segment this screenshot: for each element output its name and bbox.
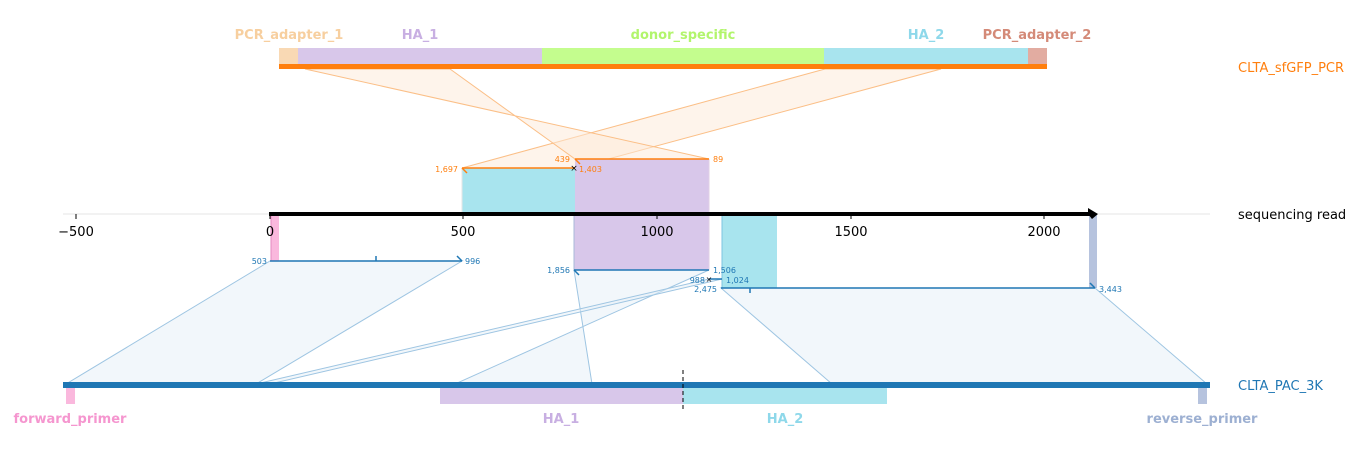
axis-tick-label: −500 xyxy=(58,225,94,240)
feature-ha-2-top xyxy=(824,48,1028,64)
read-box-forward-primer xyxy=(271,214,279,261)
label-ha-1-top: HA_1 xyxy=(402,28,439,43)
label-top-a-end: 1,403 xyxy=(579,165,602,174)
read-box-ha-2-lower xyxy=(722,214,777,288)
read-arrow-head xyxy=(1088,208,1098,219)
axis-ticks: −500 0 500 1000 1500 2000 xyxy=(58,214,1061,240)
bottom-track-line xyxy=(63,382,1210,388)
label-bot-c-end: 1,024 xyxy=(726,276,749,285)
label-ha-2-top: HA_2 xyxy=(908,28,945,43)
top-connections xyxy=(304,68,942,169)
bottom-alignment-a-arrow xyxy=(456,255,463,262)
bottom-connection-b xyxy=(454,269,710,385)
feature-ha-1-bottom xyxy=(440,388,683,404)
top-track: PCR_adapter_1 HA_1 donor_specific HA_2 P… xyxy=(235,28,1344,76)
label-bot-c-start: 988 xyxy=(690,276,705,285)
top-alignment-a-tick xyxy=(461,167,468,174)
axis-tick-label: 500 xyxy=(451,225,476,240)
label-bot-d-start: 2,475 xyxy=(694,285,717,294)
bottom-alignment-c-cross: × xyxy=(706,275,713,284)
bottom-connection-a xyxy=(64,260,464,385)
read-box-ha-1-lower xyxy=(574,214,709,270)
bottom-connections xyxy=(64,260,1209,385)
track-label-top: CLTA_sfGFP_PCR xyxy=(1238,61,1344,76)
top-alignments: × 1,697 439 1,403 89 xyxy=(435,155,723,174)
label-bot-a-end: 996 xyxy=(465,257,480,266)
feature-forward-primer-bottom xyxy=(66,388,75,404)
bottom-track: forward_primer HA_1 HA_2 reverse_primer … xyxy=(14,370,1323,427)
top-alignment-b-tick xyxy=(574,158,581,165)
label-donor-specific-top: donor_specific xyxy=(631,28,736,43)
label-ha-1-bottom: HA_1 xyxy=(543,412,580,427)
bottom-alignment-d-arrow xyxy=(1089,282,1096,289)
axis-tick-label: 2000 xyxy=(1027,225,1060,240)
top-alignment-cross: × xyxy=(570,164,578,174)
track-label-bottom: CLTA_PAC_3K xyxy=(1238,379,1323,394)
read-box-ha-1 xyxy=(575,159,709,214)
axis-tick-label: 0 xyxy=(266,225,274,240)
feature-pcr-adapter-1-top xyxy=(279,48,298,64)
label-pcr-adapter-2-top: PCR_adapter_2 xyxy=(983,28,1092,43)
top-connection-a xyxy=(461,68,942,169)
read-box-reverse-primer xyxy=(1089,214,1097,288)
axis-tick-label: 1000 xyxy=(640,225,673,240)
feature-donor-specific-top xyxy=(542,48,824,64)
label-bot-d-end: 3,443 xyxy=(1099,285,1122,294)
read-region-boxes xyxy=(270,159,1097,288)
label-ha-2-bottom: HA_2 xyxy=(767,412,804,427)
label-bot-a-start: 503 xyxy=(252,257,267,266)
read-box-ha-2 xyxy=(462,168,575,214)
bottom-alignments: × 503 996 1,856 1,506 988 1,024 2,475 3,… xyxy=(252,255,1122,294)
label-bot-b-end: 1,506 xyxy=(713,266,736,275)
bottom-connection-d xyxy=(719,287,1209,385)
label-forward-primer-bottom: forward_primer xyxy=(14,412,128,427)
feature-ha-2-bottom xyxy=(683,388,887,404)
feature-pcr-adapter-2-top xyxy=(1028,48,1047,64)
bottom-alignment-b-arrow xyxy=(573,269,580,276)
track-label-read: sequencing read xyxy=(1238,208,1346,223)
label-top-b-start: 439 xyxy=(555,155,570,164)
label-top-b-end: 89 xyxy=(713,155,723,164)
label-bot-b-start: 1,856 xyxy=(547,266,570,275)
axis-tick-label: 1500 xyxy=(834,225,867,240)
feature-ha-1-top xyxy=(298,48,542,64)
feature-reverse-primer-bottom xyxy=(1198,388,1207,404)
read-axis: −500 0 500 1000 1500 2000 sequencing rea… xyxy=(58,208,1346,240)
top-connection-b xyxy=(304,68,710,160)
top-track-line xyxy=(279,64,1047,69)
label-top-a-start: 1,697 xyxy=(435,165,458,174)
label-pcr-adapter-1-top: PCR_adapter_1 xyxy=(235,28,344,43)
label-reverse-primer-bottom: reverse_primer xyxy=(1147,412,1259,427)
